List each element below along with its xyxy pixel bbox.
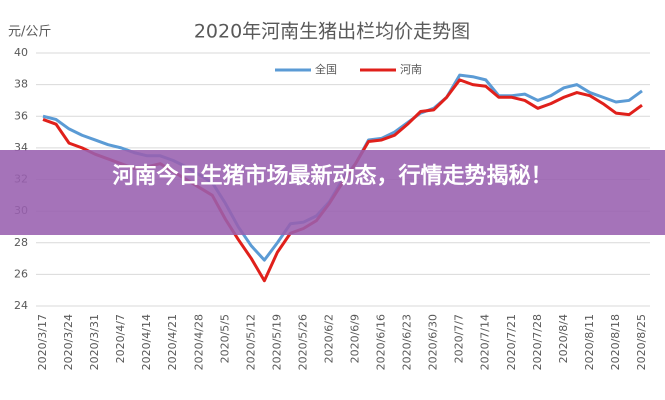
x-tick-label: 2020/7/21: [505, 314, 518, 370]
chart-title: 2020年河南生猪出栏均价走势图: [194, 21, 470, 43]
x-tick-label: 2020/5/5: [218, 314, 231, 363]
legend-label: 全国: [315, 62, 337, 76]
x-tick-label: 2020/5/12: [244, 314, 257, 370]
x-tick-label: 2020/7/7: [453, 314, 466, 363]
x-tick-label: 2020/4/14: [140, 314, 153, 370]
y-tick-label: 38: [14, 78, 28, 91]
x-tick-label: 2020/8/25: [635, 314, 648, 370]
x-tick-label: 2020/6/9: [349, 314, 362, 363]
x-tick-label: 2020/7/14: [479, 314, 492, 370]
x-tick-label: 2020/8/4: [557, 314, 570, 363]
banner: 河南今日生猪市场最新动态，行情走势揭秘！: [0, 150, 665, 235]
x-tick-label: 2020/4/21: [166, 314, 179, 370]
x-tick-label: 2020/6/23: [401, 314, 414, 370]
x-tick-label: 2020/6/16: [375, 314, 388, 370]
x-tick-label: 2020/3/17: [36, 314, 49, 370]
x-tick-label: 2020/5/26: [296, 314, 309, 370]
x-tick-label: 2020/8/11: [583, 314, 596, 370]
x-tick-label: 2020/5/19: [270, 314, 283, 370]
x-tick-label: 2020/6/30: [427, 314, 440, 370]
x-tick-label: 2020/8/18: [609, 314, 622, 370]
x-tick-label: 2020/6/2: [322, 314, 335, 363]
x-tick-label: 2020/4/28: [192, 314, 205, 370]
y-tick-label: 26: [14, 267, 28, 280]
x-tick-label: 2020/3/31: [88, 314, 101, 370]
x-tick-label: 2020/7/28: [531, 314, 544, 370]
y-tick-label: 28: [14, 236, 28, 249]
y-tick-label: 36: [14, 109, 28, 122]
legend-label: 河南: [400, 63, 422, 76]
x-tick-label: 2020/4/7: [114, 314, 127, 363]
y-tick-label: 24: [14, 299, 28, 312]
y-axis-label: 元/公斤: [8, 25, 51, 40]
y-tick-label: 40: [14, 46, 28, 59]
x-tick-label: 2020/3/24: [62, 314, 75, 370]
